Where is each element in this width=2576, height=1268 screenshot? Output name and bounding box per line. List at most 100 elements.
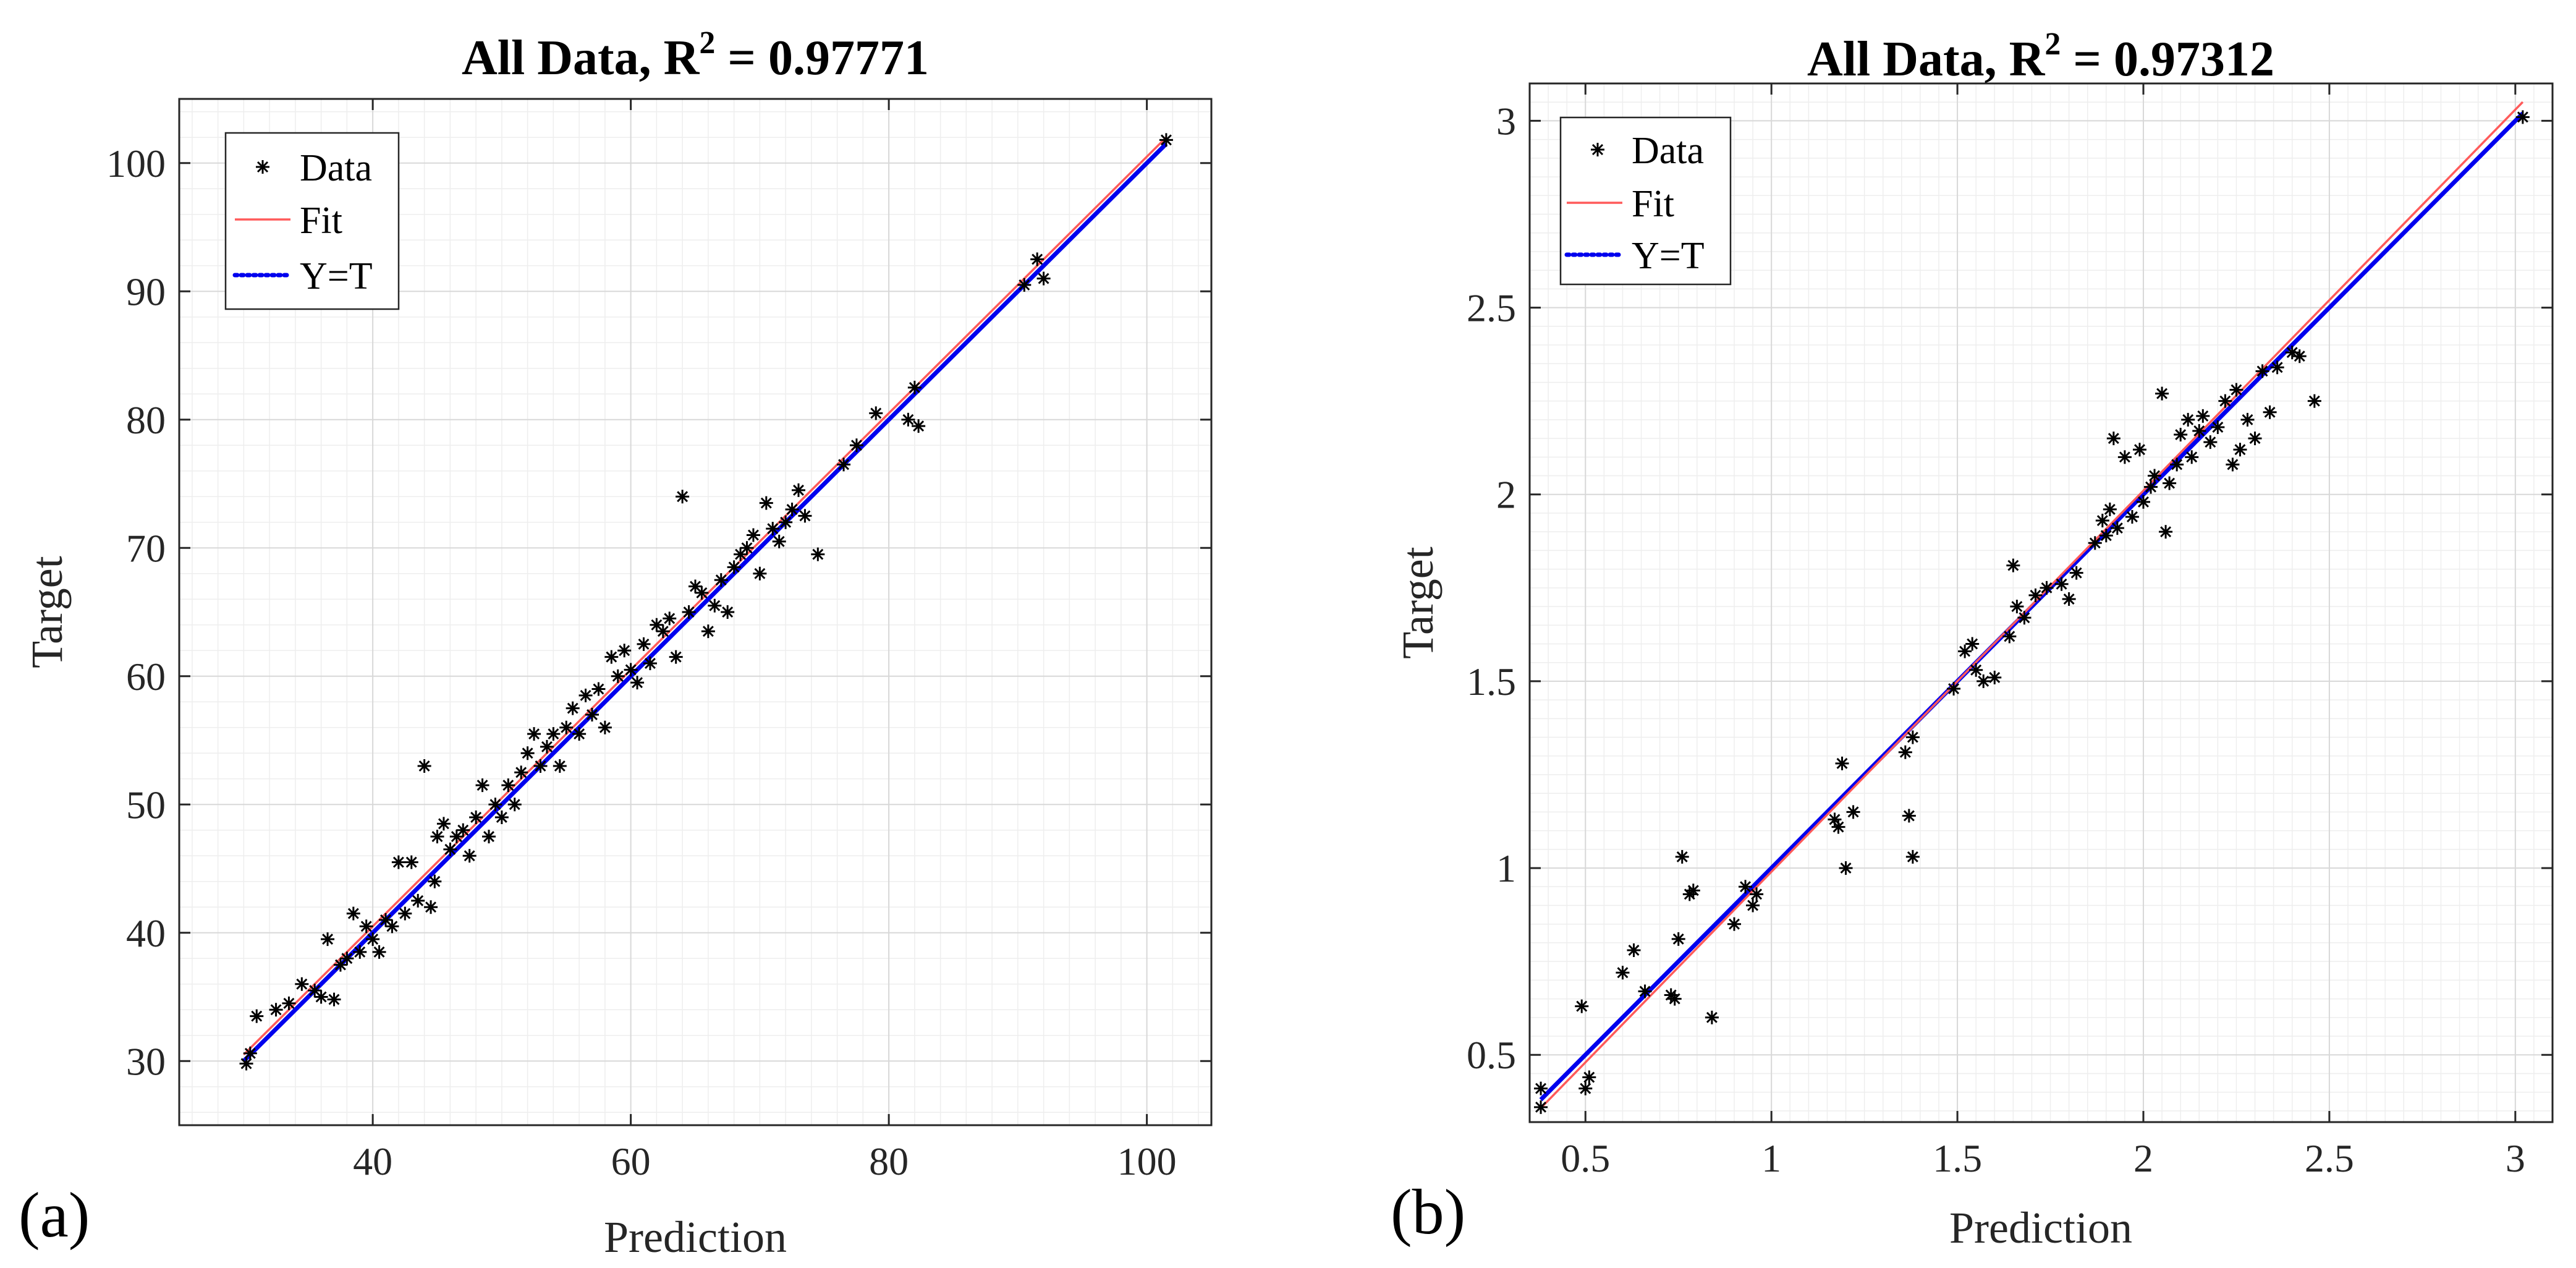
data-point	[566, 701, 580, 715]
y-tick-label: 60	[126, 655, 166, 699]
legend-box-b	[1559, 116, 1732, 286]
data-point	[2103, 502, 2117, 516]
x-tick-label: 0.5	[1561, 1136, 1610, 1180]
data-point	[398, 906, 412, 921]
data-point	[482, 830, 496, 844]
data-point	[2099, 529, 2113, 543]
data-point	[2229, 383, 2243, 397]
data-point	[2203, 435, 2218, 449]
data-point	[912, 419, 926, 433]
title-prefix-a: All Data, R	[462, 31, 700, 85]
y-tick-label: 1.5	[1467, 660, 1516, 704]
data-point	[1705, 1010, 1719, 1024]
data-point	[2006, 558, 2020, 572]
data-point	[2148, 469, 2162, 483]
data-point	[456, 823, 470, 837]
y-tick-label: 2.5	[1467, 286, 1516, 330]
data-point	[1988, 670, 2002, 684]
legend-marker-data-a	[256, 160, 269, 174]
title-prefix-b: All Data, R	[1807, 32, 2046, 87]
data-point	[1671, 932, 1685, 946]
y-tick-label: 100	[106, 142, 166, 185]
data-point	[2132, 443, 2146, 457]
data-point	[346, 906, 360, 921]
data-point	[701, 624, 715, 639]
data-point	[1905, 730, 1920, 744]
data-point	[1017, 278, 1032, 292]
chart-title-a: All Data, R2 = 0.97771	[462, 25, 929, 85]
data-point	[611, 669, 625, 683]
data-point	[766, 522, 780, 536]
ticks-a: 40 60 80 100 30 40 50 60 70 80 90 100	[106, 99, 1211, 1183]
data-point	[1947, 681, 1961, 696]
data-point	[2069, 566, 2083, 580]
data-point	[488, 798, 502, 812]
data-point	[2263, 405, 2277, 419]
data-point	[428, 874, 442, 888]
data-point	[676, 490, 690, 504]
data-point	[546, 727, 561, 741]
data-point	[2088, 536, 2102, 550]
legend-label-fit-b: Fit	[1632, 183, 1674, 225]
title-suffix-a: = 0.97771	[715, 31, 929, 85]
data-point	[2515, 110, 2530, 124]
data-point	[353, 945, 367, 959]
data-point	[366, 932, 380, 947]
data-point	[1835, 756, 1849, 770]
data-point	[2144, 480, 2158, 494]
data-point	[1746, 898, 1760, 913]
data-point	[2307, 394, 2321, 408]
data-point	[1036, 271, 1051, 286]
data-point	[2110, 521, 2124, 535]
y-tick-label: 30	[126, 1039, 166, 1083]
data-point	[2117, 450, 2132, 464]
data-point	[2054, 577, 2069, 591]
y-tick-label: 70	[126, 526, 166, 570]
panel-b: 0.5 1 1.5 2 2.5 30.511.522.53 All Data, R2 = …	[1391, 27, 2554, 1253]
data-point	[411, 893, 425, 908]
data-point	[785, 503, 799, 516]
data-point	[469, 811, 483, 824]
data-point	[1575, 999, 1589, 1013]
data-point	[327, 992, 341, 1006]
data-point	[475, 778, 489, 793]
data-point	[559, 720, 574, 734]
fit-line	[1540, 101, 2524, 1109]
data-point	[1582, 1070, 1596, 1084]
data-point	[637, 637, 651, 651]
data-point	[314, 990, 328, 1004]
data-point	[2270, 360, 2284, 375]
data-point	[2017, 611, 2032, 625]
title-suffix-b: = 0.97312	[2061, 32, 2274, 87]
data-point	[2062, 592, 2076, 606]
data-point	[2255, 364, 2269, 378]
y-tick-label: 3	[1496, 99, 1516, 143]
axes-box-a	[178, 98, 1213, 1126]
legend-label-yt-a: Y=T	[300, 255, 373, 297]
data-point	[907, 380, 922, 394]
x-axis-label-a: Prediction	[604, 1212, 787, 1262]
legend-label-data-b: Data	[1632, 130, 1704, 172]
title-sup-a: 2	[699, 25, 715, 61]
data-point	[417, 759, 431, 773]
y-tick-label: 0.5	[1467, 1033, 1516, 1077]
panel-a: 40 60 80 100 30 40 50 60 70 80 90 100 All Data, R2 …	[19, 25, 1213, 1262]
data-point	[617, 644, 632, 658]
data-point	[2106, 432, 2121, 446]
ticks-b: 0.5 1 1.5 2 2.5 3 0.5 1 1.5 2 2.5 3	[1467, 83, 2553, 1180]
data-points-a	[239, 133, 1173, 1071]
data-point	[507, 798, 522, 812]
data-point	[1898, 745, 1912, 759]
data-point	[1030, 252, 1044, 266]
y-axis-label-a: Target	[22, 556, 72, 668]
data-point	[385, 919, 399, 934]
lines-b	[1539, 101, 2525, 1109]
data-point	[404, 855, 418, 869]
legend-marker-data-b	[1591, 143, 1604, 156]
data-point	[2192, 424, 2206, 438]
data-point	[2159, 525, 2173, 539]
x-tick-label: 2.5	[2305, 1136, 2354, 1180]
data-point	[2218, 394, 2232, 408]
data-point	[501, 778, 515, 793]
data-point	[2095, 514, 2109, 528]
